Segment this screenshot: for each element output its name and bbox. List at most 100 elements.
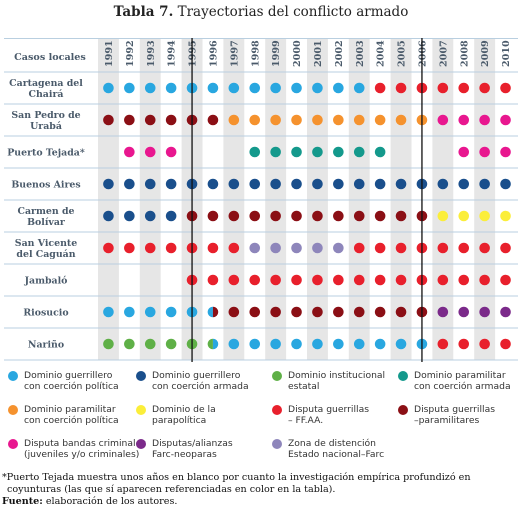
cell-dot	[479, 210, 490, 222]
cell-dot	[333, 274, 344, 286]
cell-dot	[249, 274, 261, 286]
cell-dot	[458, 242, 470, 254]
cell-dot	[291, 210, 302, 222]
cell-dot	[395, 274, 407, 286]
cell-dot	[249, 242, 261, 254]
year-label-1996: 1996	[208, 40, 219, 67]
cell-dot	[207, 210, 219, 222]
cell-dot	[124, 306, 135, 318]
cell-dot	[312, 306, 323, 318]
cell-dot	[374, 338, 386, 350]
cell-dot	[270, 306, 281, 318]
cell-dot	[144, 114, 156, 126]
legend-swatch	[398, 405, 408, 415]
cell-dot	[124, 178, 135, 190]
cell-dot	[479, 146, 490, 158]
cell-dot	[479, 114, 490, 126]
legend-text: Dominio de la parapolítica	[152, 404, 216, 426]
legend-swatch	[136, 405, 146, 415]
legend-swatch	[8, 371, 18, 381]
cell-dot	[458, 274, 470, 286]
cell-dot	[479, 306, 490, 318]
cell-dot	[228, 338, 240, 350]
cell-dot	[374, 242, 386, 254]
year-label-2005: 2005	[397, 40, 408, 67]
cell-dot	[479, 242, 490, 254]
cell-dot	[144, 210, 156, 222]
cell-dot	[500, 82, 511, 94]
cell-dot	[395, 82, 407, 94]
year-label-1995: 1995	[188, 40, 199, 67]
legend-swatch	[8, 405, 18, 415]
legend-swatch	[272, 439, 282, 449]
case-label: San Vicente	[15, 238, 77, 249]
cell-dot	[144, 146, 156, 158]
year-label-2010: 2010	[501, 40, 512, 67]
cell-dot	[144, 306, 156, 318]
cell-dot	[458, 146, 470, 158]
cell-dot	[333, 242, 344, 254]
cell-dot	[207, 242, 219, 254]
cell-dot	[333, 210, 344, 222]
cell-dot	[103, 210, 114, 222]
legend-text: Dominio paramilitar con coerción armada	[414, 370, 511, 392]
legend-swatch	[8, 439, 18, 449]
cell-dot	[500, 242, 511, 254]
cell-dot	[312, 338, 323, 350]
cell-dot	[353, 210, 365, 222]
cell-dot	[395, 178, 407, 190]
cell-dot	[207, 178, 219, 190]
cell-dot	[458, 210, 470, 222]
cell-dot	[437, 306, 449, 318]
cell-dot	[249, 178, 261, 190]
cell-dot	[249, 146, 261, 158]
cell-dot	[165, 242, 177, 254]
cell-dot	[270, 146, 281, 158]
cell-dot	[500, 338, 511, 350]
legend-text: Dominio institucional estatal	[288, 370, 386, 392]
cell-dot	[479, 274, 490, 286]
cell-dot	[103, 242, 114, 254]
cell-dot	[270, 242, 281, 254]
footnote-line-2: coyunturas (las que sí aparecen referenc…	[7, 484, 336, 495]
cell-dot	[124, 146, 135, 158]
cell-dot	[270, 210, 281, 222]
cell-dot	[458, 178, 470, 190]
cell-dot	[228, 178, 240, 190]
year-label-2001: 2001	[313, 40, 324, 67]
cell-dot	[124, 338, 135, 350]
cell-dot	[437, 82, 449, 94]
cell-dot	[395, 338, 407, 350]
cell-dot-right	[212, 338, 219, 350]
case-label: Jambaló	[24, 276, 68, 287]
cell-dot	[458, 306, 470, 318]
cell-dot	[374, 306, 386, 318]
cell-dot	[479, 82, 490, 94]
cell-dot	[500, 114, 511, 126]
cell-dot	[291, 114, 302, 126]
cell-dot	[228, 274, 240, 286]
cell-dot	[207, 82, 219, 94]
cell-dot	[312, 242, 323, 254]
legend: Dominio guerrillero con coerción polític…	[0, 362, 522, 474]
cell-dot	[249, 306, 261, 318]
cell-dot	[228, 306, 240, 318]
column-shade-1993	[139, 38, 161, 360]
cell-dot	[374, 146, 386, 158]
cell-dot	[312, 210, 323, 222]
legend-text: Dominio guerrillero con coerción armada	[152, 370, 249, 392]
year-label-1994: 1994	[167, 40, 178, 67]
legend-swatch	[398, 371, 408, 381]
cell-dot	[395, 114, 407, 126]
case-label: Nariño	[28, 340, 64, 351]
cell-dot	[144, 82, 156, 94]
legend-swatch	[136, 439, 146, 449]
legend-swatch	[272, 405, 282, 415]
cell-dot	[479, 178, 490, 190]
source-note: Fuente: elaboración de los autores.	[2, 496, 520, 508]
cell-dot	[333, 114, 344, 126]
cell-dot	[437, 178, 449, 190]
cell-dot	[333, 178, 344, 190]
cell-dot	[165, 338, 177, 350]
cell-dot	[270, 178, 281, 190]
